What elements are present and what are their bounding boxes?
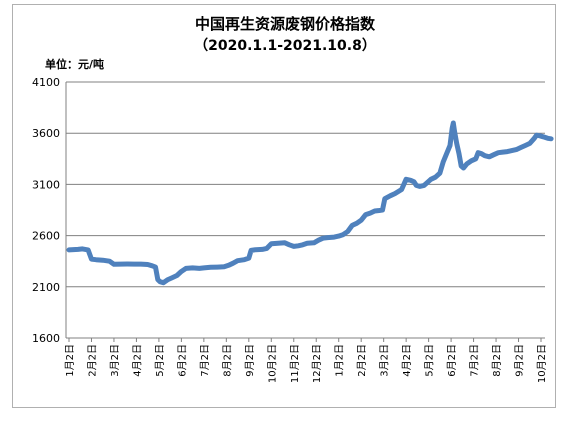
x-tick-label: 10月2日 — [536, 344, 548, 383]
chart-frame: 中国再生资源废钢价格指数 （2020.1.1-2021.10.8） 单位：元/吨… — [12, 4, 556, 408]
x-tick-label: 8月2日 — [221, 344, 233, 377]
x-tick-label: 5月2日 — [424, 344, 436, 377]
x-tick-label: 1月2日 — [64, 344, 76, 377]
x-axis-ticks: 1月2日 2月2日 3月2日 4月2日 5月2日 6月2日 7月2日 8月2日 9月2日 10月2… — [64, 338, 548, 383]
x-tick-label: 6月2日 — [176, 344, 188, 377]
x-tick-label: 12月2日 — [311, 344, 323, 383]
unit-label: 单位：元/吨 — [45, 57, 104, 71]
x-tick-label: 11月2日 — [289, 344, 301, 383]
x-tick-label: 3月2日 — [379, 344, 391, 377]
x-tick-label: 8月2日 — [491, 344, 503, 377]
x-tick-label: 5月2日 — [154, 344, 166, 377]
y-tick-label: 3100 — [32, 178, 60, 191]
series-layer — [66, 120, 554, 286]
y-axis-ticks: 1600 2100 2600 3100 3600 4100 — [32, 76, 60, 345]
y-tick-label: 4100 — [32, 76, 60, 89]
x-tick-label: 9月2日 — [244, 344, 256, 377]
chart-title: 中国再生资源废钢价格指数 — [195, 15, 376, 33]
y-tick-label: 1600 — [32, 332, 60, 345]
chart-subtitle: （2020.1.1-2021.10.8） — [194, 38, 376, 54]
x-tick-label: 7月2日 — [199, 344, 211, 377]
chart: 中国再生资源废钢价格指数 （2020.1.1-2021.10.8） 单位：元/吨… — [32, 15, 554, 383]
y-tick-label: 3600 — [32, 127, 60, 140]
x-tick-label: 2月2日 — [356, 344, 368, 377]
y-tick-label: 2600 — [32, 230, 60, 243]
series-line — [66, 120, 554, 286]
x-tick-label: 10月2日 — [266, 344, 278, 383]
x-tick-label: 9月2日 — [514, 344, 526, 377]
axes — [65, 82, 545, 339]
gridlines — [66, 81, 545, 339]
x-tick-label: 3月2日 — [109, 344, 121, 377]
x-tick-label: 4月2日 — [131, 344, 143, 377]
x-tick-label: 4月2日 — [401, 344, 413, 377]
x-tick-label: 1月2日 — [334, 344, 346, 377]
y-tick-label: 2100 — [32, 281, 60, 294]
x-tick-label: 2月2日 — [86, 344, 98, 377]
x-tick-label: 7月2日 — [469, 344, 481, 377]
x-tick-label: 6月2日 — [446, 344, 458, 377]
